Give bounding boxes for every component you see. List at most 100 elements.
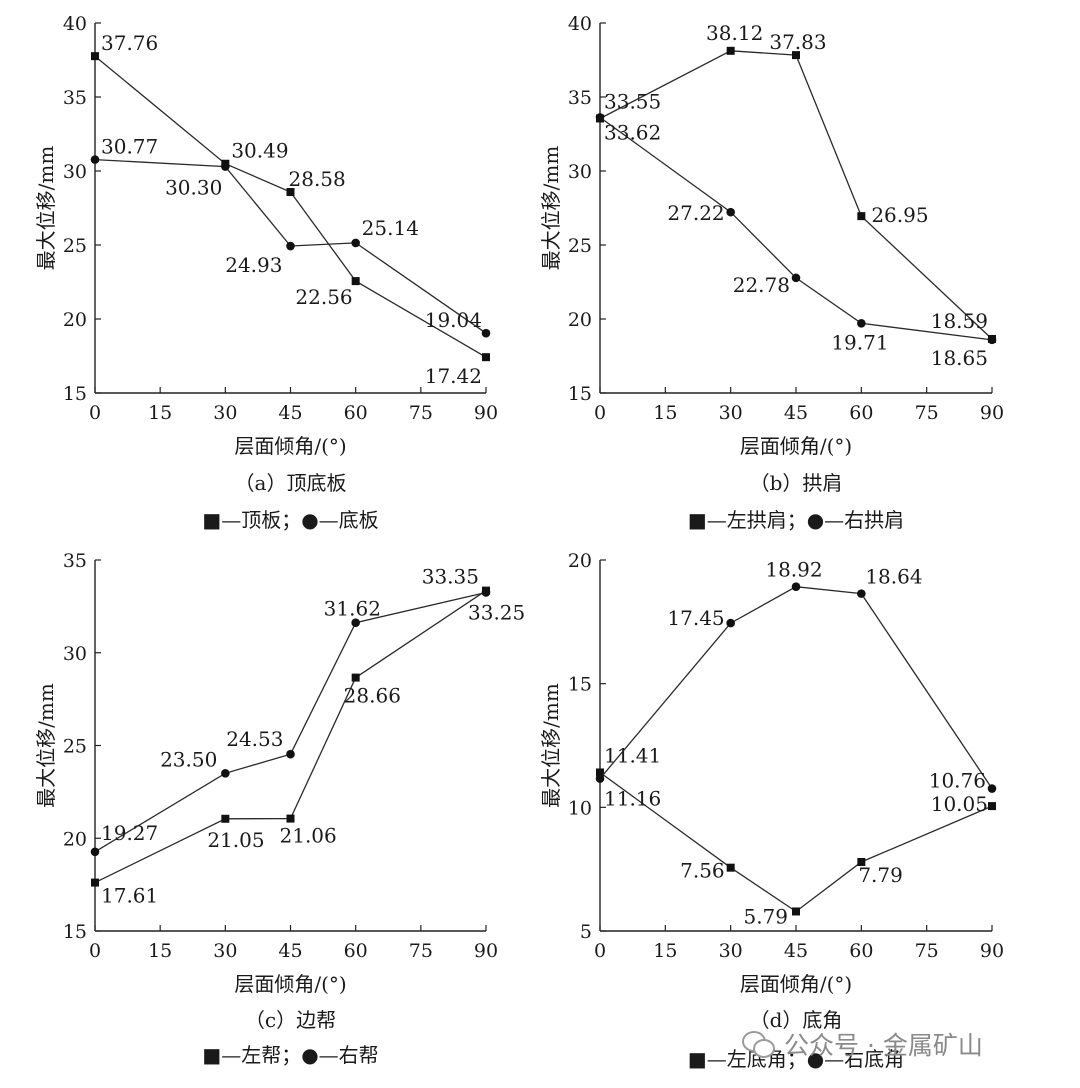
chart-c-series-circle-point [481,588,491,597]
chart-c-series-circle-point [286,749,295,759]
chart-c-series-square-point [91,878,99,887]
chart-c-y-tick-label: 15 [63,921,87,943]
chart-d-series-square-point [726,863,735,872]
chart-d-series-circle-point [857,589,866,598]
chart-a-series-square-data-label: 28.58 [289,167,346,191]
chart-c-series-circle-data-label: 23.50 [160,747,217,771]
chart-d-series-circle-data-label: 17.45 [667,606,724,630]
chart-c-series-square-data-label: 17.61 [101,884,158,908]
chart-a-series-circle-data-label: 19.04 [425,308,482,332]
chart-d-y-tick-label: 5 [580,921,592,943]
chart-b-x-tick-label: 60 [849,402,873,424]
chart-b-y-axis-label: 最大位移/mm [539,146,563,271]
chart-a-legend: ■—顶板；●—底板 [202,508,378,532]
chart-b-series-square-data-label: 33.55 [604,89,661,113]
chart-a-series-square-point [91,52,99,61]
chart-a-series-circle-point [221,162,230,171]
chart-a-x-tick-label: 60 [344,402,368,424]
chart-d-series-square-data-label: 10.05 [931,792,988,816]
chart-a-y-axis-label: 最大位移/mm [34,146,58,271]
chart-d-y-tick-label: 20 [568,550,592,572]
chart-c-series-square-point [221,814,230,823]
chart-a-series-square-data-label: 17.42 [425,364,482,388]
chart-c-series-square-data-label: 33.35 [422,565,479,589]
chart-b-x-tick-label: 45 [784,402,808,424]
chart-a-caption: （a）顶底板 [235,471,347,495]
chart-c-x-tick-label: 15 [148,940,172,962]
chart-a-y-tick-label: 25 [63,235,87,257]
chart-c-series-circle-point [351,618,360,627]
chart-a-y-tick-label: 15 [63,383,87,405]
chart-c-series-circle-point [221,769,230,778]
chart-d-series-square-point [792,907,800,916]
chart-a-x-tick-label: 90 [474,402,498,424]
chart-d-y-tick-label: 10 [568,797,592,819]
chart-d-series-circle-point [595,774,605,783]
watermark: 公众号 · 金属矿山 [742,1024,983,1064]
chart-c-series-square-point [286,814,295,823]
chart-d-series-circle-data-label: 11.16 [604,787,661,811]
chart-b-series-circle-data-label: 22.78 [733,273,790,297]
chart-c-y-tick-label: 30 [63,643,87,665]
chart-a-series-square-point [482,353,490,362]
chart-a-series-square-data-label: 30.49 [231,139,288,163]
watermark-text: 公众号 · 金属矿山 [784,1031,983,1060]
chart-a-x-axis-label: 层面倾角/(°) [234,434,346,458]
chart-b-x-tick-label: 15 [653,402,677,424]
chart-d-series-circle-point [726,618,735,628]
chart-a-series-circle-data-label: 30.30 [165,176,222,200]
chart-b-y-tick-label: 40 [568,13,592,35]
chart-d-x-axis-label: 层面倾角/(°) [740,972,852,996]
chart-b-y-tick-label: 25 [568,235,592,257]
chart-b-caption: （b）拱肩 [750,471,843,495]
chart-b-y-tick-label: 15 [568,383,592,405]
chart-a-x-tick-label: 15 [148,402,172,424]
chart-c-x-tick-label: 75 [409,940,433,962]
chart-b-series-circle-data-label: 33.62 [604,120,661,144]
chart-d-series-circle-data-label: 18.92 [765,558,822,582]
chart-d-series-square-data-label: 7.79 [858,863,903,887]
chart-c-series-circle-line [94,591,487,853]
chart-b-series-circle-line [599,116,993,341]
chart-c-x-tick-label: 60 [344,940,368,962]
chart-a-x-tick-label: 45 [278,402,302,424]
chart-d-series-circle-data-label: 10.76 [929,769,986,793]
chart-b-series-square-point [792,51,800,60]
chat-bubbles-icon [742,1029,776,1059]
chart-b-series-square-point [857,212,866,221]
chart-b-x-tick-label: 30 [719,402,743,424]
chart-b-series-square-data-label: 18.65 [931,346,988,370]
chart-d-x-tick-label: 0 [594,940,606,962]
chart-a-series-circle-data-label: 30.77 [101,135,158,159]
chart-b-x-tick-label: 0 [594,402,606,424]
chart-d-x-tick-label: 90 [980,940,1004,962]
chart-c-y-tick-label: 20 [63,828,87,850]
chart-d-series-square-data-label: 7.56 [680,859,725,883]
chart-c-x-tick-label: 90 [474,940,498,962]
chart-c-x-tick-label: 30 [213,940,237,962]
chart-c-x-tick-label: 45 [278,940,302,962]
chart-b-x-axis-label: 层面倾角/(°) [740,434,852,458]
chart-c-series-square-data-label: 28.66 [344,684,401,708]
chart-c-series-circle-data-label: 31.62 [324,597,381,621]
chart-a-series-square-point [351,277,360,286]
chart-d-series-square-point [857,857,866,866]
chart-d-series-circle-data-label: 18.64 [865,565,922,589]
chart-c-x-axis-label: 层面倾角/(°) [234,972,346,996]
chart-a-y-tick-label: 35 [63,87,87,109]
chart-d-x-tick-label: 15 [653,940,677,962]
chart-b-series-circle-point [791,273,801,283]
chart-d-caption: （d）底角 [750,1008,843,1032]
chart-a-x-tick-label: 75 [409,402,433,424]
chart-a-series-square-data-label: 37.76 [101,31,158,55]
chart-d-x-tick-label: 60 [849,940,873,962]
chart-a-y-tick-label: 30 [63,161,87,183]
chart-d-y-tick-label: 15 [568,674,592,696]
chart-a-x-tick-label: 0 [89,402,101,424]
chart-b-y-tick-label: 20 [568,309,592,331]
chart-a-series-circle-point [351,238,360,248]
chart-c-series-circle-data-label: 24.53 [226,727,283,751]
chart-b-series-square-data-label: 38.12 [706,21,763,45]
chart-a-series-circle-point [90,155,100,164]
